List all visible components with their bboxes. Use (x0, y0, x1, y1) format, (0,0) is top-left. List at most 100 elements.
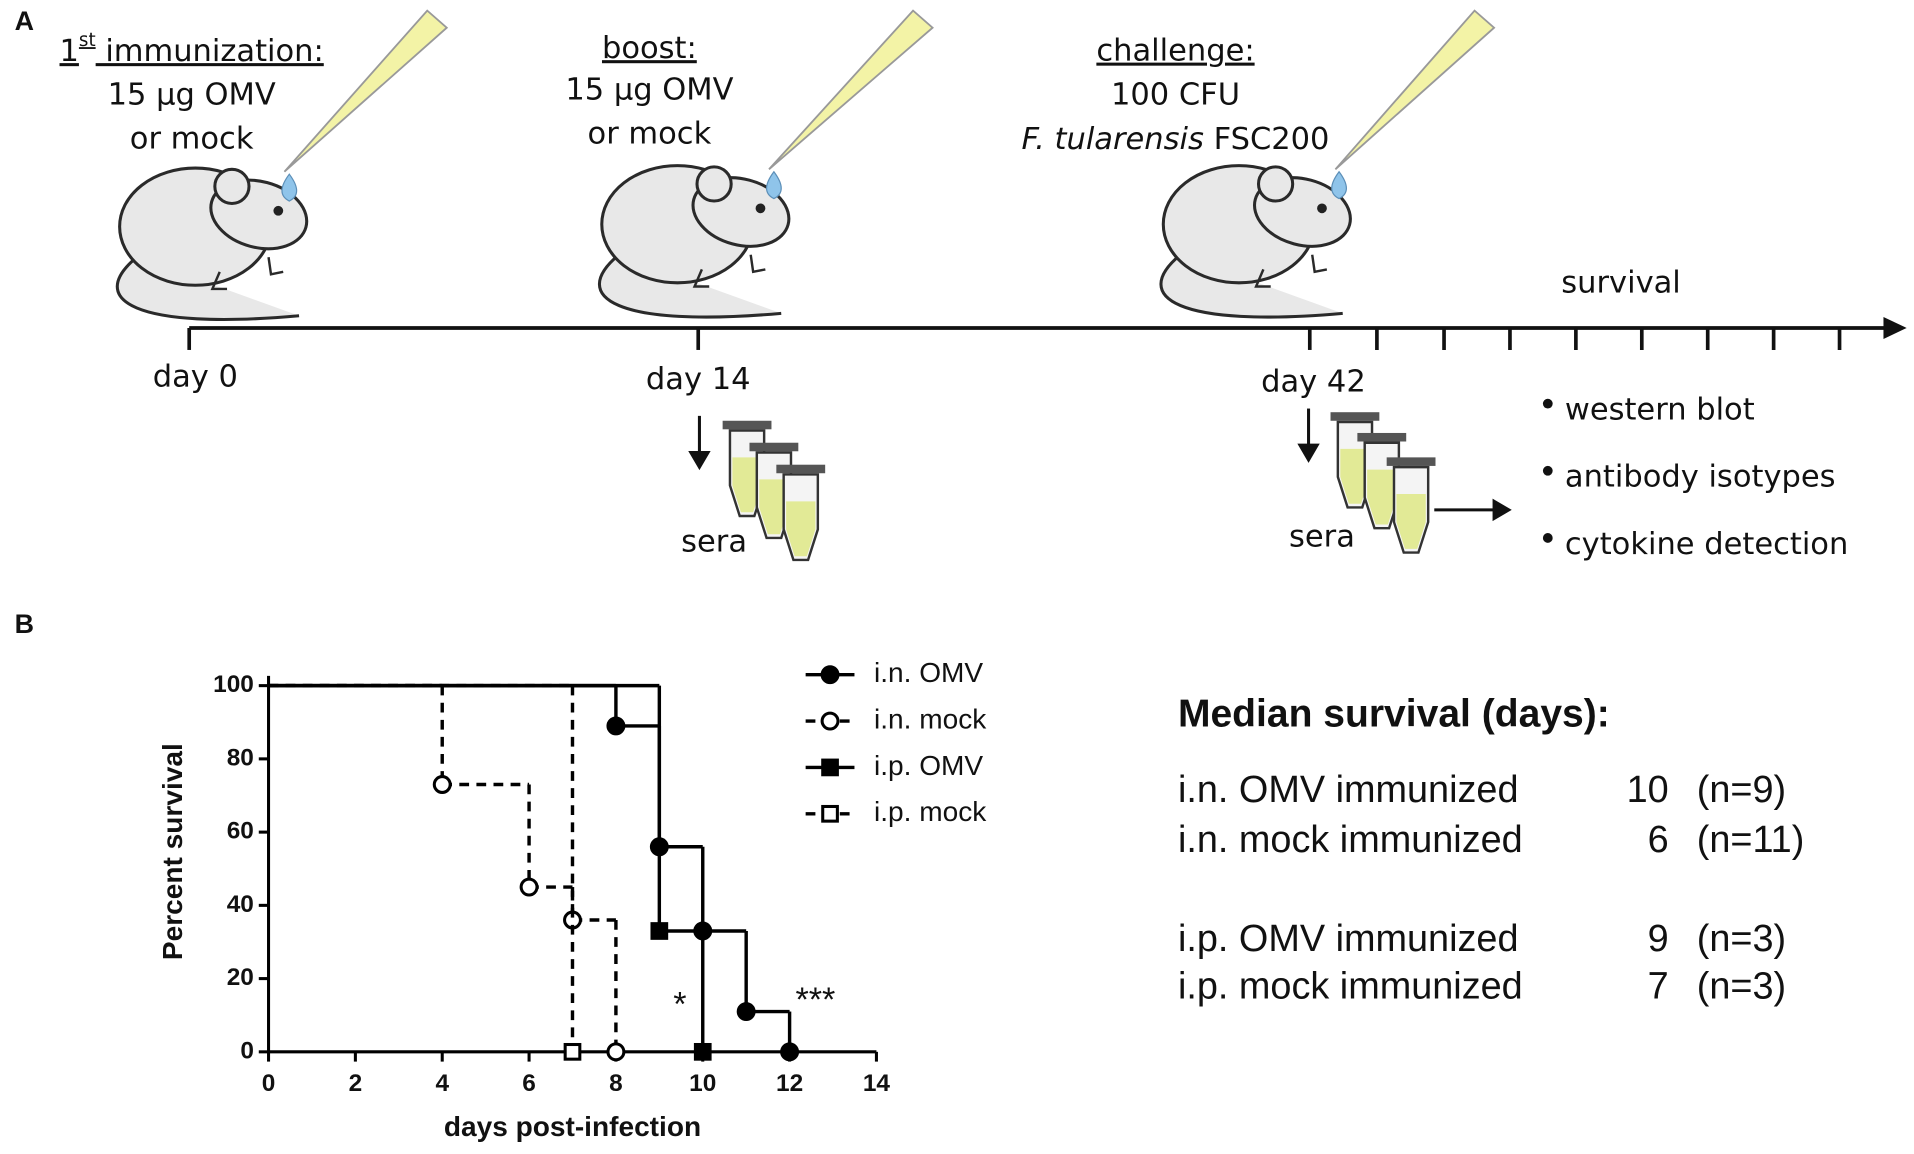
group-name: i.n. mock immunized (1178, 819, 1523, 861)
bullet (1542, 398, 1553, 409)
n-count: (n=11) (1697, 819, 1805, 861)
readout: western blot (1565, 392, 1755, 427)
marker (606, 716, 626, 736)
pipette (768, 9, 934, 170)
x-tick-label: 12 (776, 1070, 803, 1097)
readout: antibody isotypes (1565, 460, 1836, 495)
arrow-head (1297, 443, 1320, 463)
median-value: 10 (1627, 769, 1669, 811)
x-tick-label: 14 (863, 1070, 891, 1097)
day-label: day 42 (1261, 364, 1366, 399)
step-line: or mock (130, 122, 254, 157)
day-label: day 14 (646, 362, 751, 397)
x-tick-label: 10 (689, 1070, 716, 1097)
series (268, 683, 582, 1061)
y-tick-label: 20 (227, 964, 254, 991)
legend-marker (821, 804, 839, 823)
x-axis-label: days post-infection (444, 1111, 701, 1142)
y-tick-label: 60 (227, 818, 254, 845)
step-line: 100 CFU (1111, 78, 1240, 113)
step-heading: boost: (602, 31, 697, 66)
marker (432, 775, 452, 794)
x-tick-label: 0 (262, 1070, 276, 1097)
y-tick-label: 100 (213, 671, 254, 698)
timeline-minor-ticks (1375, 327, 1842, 350)
arrows (688, 408, 1512, 522)
marker (606, 1042, 626, 1062)
group-name: i.p. OMV immunized (1178, 918, 1519, 960)
series (268, 683, 800, 1062)
species: F. tularensis (1022, 122, 1204, 157)
plot: 0 20 40 60 80 100 0 2 4 6 8 10 12 14 i.n. OMV i.n. mock… (213, 657, 987, 1097)
n-count: (n=3) (1697, 965, 1786, 1007)
y-axis-label: Percent survival (157, 743, 188, 960)
marker (563, 1042, 582, 1061)
arrow-head (688, 450, 711, 471)
x-tick-label: 6 (522, 1070, 536, 1097)
step-line: 15 µg OMV (108, 78, 276, 113)
y-tick-label: 0 (240, 1037, 254, 1064)
annotation: *** (795, 981, 835, 1019)
legend-label: i.n. OMV (874, 657, 983, 688)
step-heading: 1st immunization: (60, 30, 324, 68)
legend-label: i.n. mock (874, 703, 987, 734)
legend-label: i.p. mock (874, 796, 987, 827)
strain: FSC200 (1204, 122, 1330, 157)
drop (765, 170, 782, 200)
day-label: day 0 (153, 360, 238, 395)
drop (1331, 170, 1347, 200)
legend-marker (821, 758, 839, 777)
marker (693, 1042, 712, 1061)
drop (281, 173, 298, 202)
median-value: 7 (1648, 965, 1669, 1007)
x-tick-label: 8 (609, 1070, 623, 1097)
legend-label: i.p. OMV (874, 750, 983, 781)
tube (775, 463, 827, 562)
step-heading: challenge: (1096, 34, 1254, 69)
panel-label: B (15, 609, 34, 639)
n-count: (n=9) (1697, 769, 1786, 811)
marker (650, 922, 669, 940)
series (268, 683, 712, 1061)
heading-text: immunization: (96, 34, 324, 69)
arrow-head (1883, 316, 1907, 339)
group-name: i.p. mock immunized (1178, 965, 1523, 1007)
legend-marker (820, 665, 840, 685)
bullet (1542, 533, 1553, 543)
heading-text: 1 (60, 34, 79, 69)
step-line: F. tularensis FSC200 (1022, 122, 1330, 157)
median-value: 9 (1648, 918, 1669, 960)
y-tick-label: 40 (227, 891, 254, 918)
bullet (1542, 465, 1553, 476)
sera-label: sera (1289, 519, 1355, 554)
panel-label: A (15, 6, 34, 36)
marker (780, 1042, 800, 1062)
arrow-head (1492, 498, 1512, 522)
heading-sup: st (79, 30, 96, 51)
x-tick-label: 2 (349, 1070, 363, 1097)
marker (519, 877, 539, 897)
median-table: i.n. OMV immunized 10 (n=9) i.n. mock immun… (1178, 769, 1804, 1008)
annotation: * (673, 986, 686, 1024)
series (268, 683, 626, 1062)
readout: cytokine detection (1565, 527, 1848, 562)
legend-marker (820, 711, 840, 731)
y-tick-label: 80 (227, 744, 254, 771)
step-line: or mock (588, 117, 712, 152)
median-title: Median survival (days): (1178, 692, 1610, 735)
pipette (283, 9, 449, 173)
tube (1385, 456, 1437, 554)
pipette (1334, 9, 1496, 170)
survival-label: survival (1561, 266, 1681, 301)
group-name: i.n. OMV immunized (1178, 769, 1519, 811)
marker (736, 1002, 756, 1022)
n-count: (n=3) (1697, 918, 1786, 960)
sera-label: sera (681, 524, 747, 559)
x-tick-label: 4 (435, 1070, 449, 1097)
timeline (187, 326, 1886, 350)
mouse-icon (1159, 164, 1360, 319)
median-value: 6 (1648, 819, 1669, 861)
step-line: 15 µg OMV (565, 73, 733, 108)
